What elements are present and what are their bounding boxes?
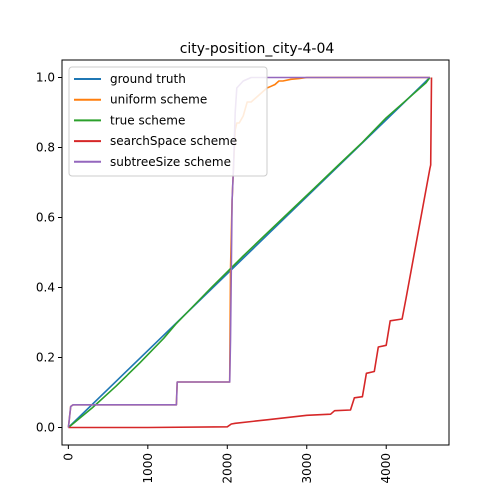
y-tick-label: 1.0 [36, 71, 55, 85]
y-tick-label: 0.0 [36, 421, 55, 435]
plot-frame [61, 59, 450, 446]
x-tick-label: 1000 [141, 453, 155, 484]
legend-box [68, 66, 268, 177]
y-tick-label: 0.2 [36, 351, 55, 365]
x-tick-label: 4000 [379, 453, 393, 484]
series-layer [67, 76, 433, 429]
legend-label-0: ground truth [110, 72, 186, 86]
legend-label-4: subtreeSize scheme [110, 155, 231, 169]
series-line-2 [67, 77, 431, 429]
y-tick-label: 0.8 [36, 141, 55, 155]
y-tick-label: 0.4 [36, 281, 55, 295]
legend-label-2: true scheme [110, 113, 185, 127]
legend: ground truth uniform scheme true scheme sea… [68, 66, 268, 177]
y-tick-label: 0.6 [36, 211, 55, 225]
x-tick-label: 3000 [300, 453, 314, 484]
x-tick-label: 0 [61, 453, 75, 461]
legend-label-1: uniform scheme [110, 93, 207, 107]
x-tick-label: 2000 [220, 453, 234, 484]
chart-title: city-position_city-4-04 [180, 41, 335, 57]
axes-layer: 0 1000 2000 3000 4000 0.0 0.2 0.4 0.6 0.8 1.0 [36, 71, 393, 484]
legend-label-3: searchSpace scheme [110, 134, 237, 148]
series-line-3 [68, 77, 433, 429]
